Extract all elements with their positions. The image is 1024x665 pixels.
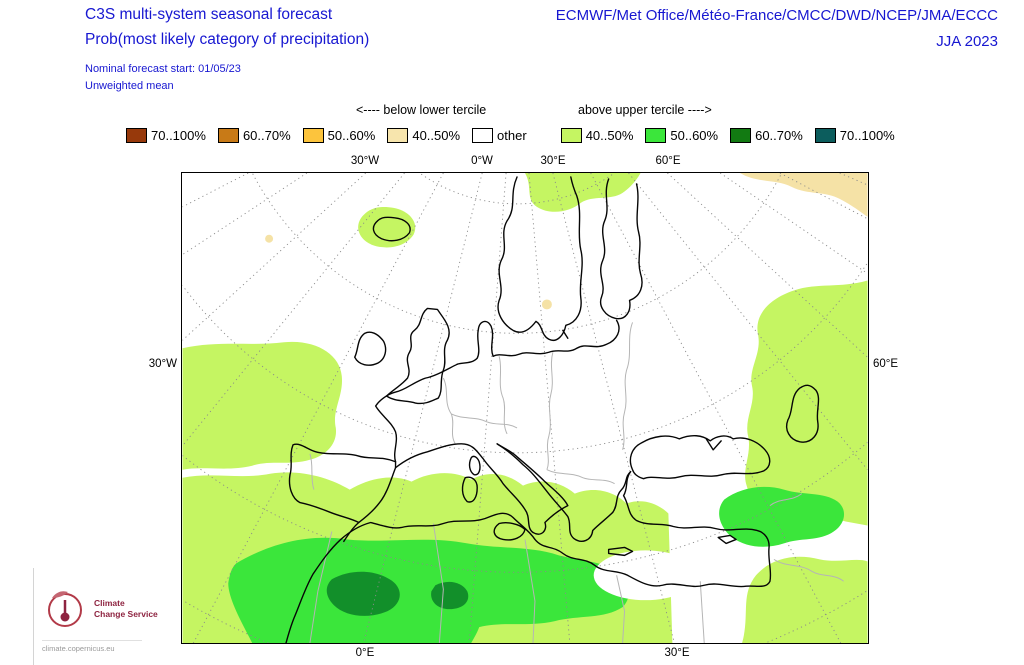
coast-corsica — [468, 455, 481, 476]
legend-swatch-above-40-50 — [560, 128, 582, 143]
legend-label: 40..50% — [412, 128, 461, 143]
region-dark-green-sahara-east — [431, 581, 469, 610]
legend-label: 50..60% — [327, 128, 376, 143]
region-bright-green-middle-east — [719, 486, 845, 547]
legend-label: 40..50% — [585, 128, 634, 143]
org-name: Climate Change Service — [94, 598, 158, 620]
org-name-line1: Climate — [94, 597, 125, 608]
forecast-start-label: Nominal forecast start: 01/05/23 — [85, 63, 241, 75]
region-dark-green-sahara-west — [326, 571, 400, 616]
coast-italy — [496, 443, 569, 535]
legend-item: 60..70% — [730, 128, 803, 143]
coastlines — [285, 176, 820, 643]
coast-med-north — [394, 443, 534, 534]
forecast-centers-label: ECMWF/Met Office/Météo-France/CMCC/DWD/N… — [555, 7, 998, 24]
coast-morocco-atlantic — [343, 521, 360, 543]
region-tan-speck-west — [265, 234, 274, 243]
forecast-map — [181, 172, 869, 644]
copernicus-url-link[interactable]: climate.copernicus.eu — [42, 640, 142, 653]
coast-great-britain — [385, 307, 450, 405]
page-title-line2: Prob(most likely category of precipitati… — [85, 31, 370, 48]
legend-swatch-below-50-60 — [302, 128, 324, 143]
legend-swatch-below-60-70 — [217, 128, 239, 143]
coast-aegean — [611, 471, 632, 514]
coast-iceland — [372, 216, 411, 242]
mean-type-label: Unweighted mean — [85, 80, 174, 92]
legend-swatch-above-70-100 — [814, 128, 836, 143]
legend-below-tercile-header: <---- below lower tercile — [356, 103, 487, 117]
legend-label: 70..100% — [839, 128, 895, 143]
legend-label: 50..60% — [670, 128, 719, 143]
legend-item: 40..50% — [560, 128, 634, 143]
legend-item: 40..50% — [387, 128, 460, 143]
coast-northsea-biscay — [374, 363, 458, 463]
copernicus-c3s-logo-icon — [48, 591, 82, 627]
coast-baltic — [492, 319, 620, 357]
legend-swatch-above-50-60 — [645, 128, 667, 143]
coast-turkey-levant-africa — [285, 471, 772, 643]
map-label-top-60e: 60°E — [655, 155, 681, 167]
legend-label: other — [497, 128, 527, 143]
region-tan-northeast — [740, 173, 868, 217]
coast-adriatic-greece — [496, 443, 614, 542]
legend-label: 60..70% — [242, 128, 291, 143]
coast-caspian — [785, 384, 820, 443]
coast-crete — [607, 546, 634, 557]
coast-gotland — [562, 329, 569, 339]
graticule — [182, 173, 868, 643]
probability-regions — [182, 173, 868, 643]
legend-item: 70..100% — [126, 128, 206, 143]
country-borders — [309, 322, 844, 643]
org-name-line2: Change Service — [94, 609, 158, 619]
region-tan-gulf-of-finland — [541, 299, 552, 310]
coast-sardinia — [461, 476, 478, 503]
legend-item: 60..70% — [217, 128, 291, 143]
region-white-egypt — [593, 550, 698, 601]
coast-finland — [599, 178, 643, 320]
region-light-green-southeast — [742, 556, 868, 643]
coast-ireland — [354, 331, 387, 366]
coast-scandinavia — [497, 176, 583, 341]
page-edge-line — [33, 568, 34, 665]
region-light-green-atlantic — [182, 341, 342, 470]
page-title-line1: C3S multi-system seasonal forecast — [85, 6, 333, 23]
map-label-top-0w: 0°W — [471, 155, 493, 167]
map-label-right-60e: 60°E — [873, 358, 899, 370]
map-label-left-30w: 30°W — [148, 358, 177, 370]
legend-item: 70..100% — [814, 128, 895, 143]
map-label-bottom-30e: 30°E — [664, 647, 690, 659]
coast-denmark — [456, 320, 494, 365]
legend-swatch-other — [472, 128, 494, 143]
region-light-green-east — [745, 280, 868, 526]
legend-above-tercile-header: above upper tercile ----> — [578, 103, 712, 117]
legend-item: other — [472, 128, 527, 143]
forecast-map-svg — [182, 173, 868, 643]
footer-branding: Climate Change Service climate.copernicu… — [42, 586, 158, 653]
map-label-top-30e: 30°E — [540, 155, 566, 167]
region-light-green-scandinavia — [525, 173, 641, 212]
coast-iberia — [288, 443, 397, 524]
coast-black-sea — [629, 435, 771, 480]
coast-cyprus — [717, 534, 737, 545]
legend-label: 60..70% — [755, 128, 803, 143]
legend-swatch-below-40-50 — [387, 128, 409, 143]
map-label-bottom-0e: 0°E — [355, 647, 375, 659]
legend: 70..100% 60..70% 50..60% 40..50% other 4… — [126, 128, 907, 143]
coast-sicily — [493, 522, 526, 541]
legend-item: 50..60% — [302, 128, 376, 143]
legend-item: 50..60% — [645, 128, 718, 143]
legend-label: 70..100% — [151, 128, 206, 143]
region-light-green-iceland — [358, 206, 416, 248]
map-label-top-30w: 30°W — [350, 155, 380, 167]
coast-crimea — [705, 438, 722, 451]
legend-swatch-above-60-70 — [730, 128, 752, 143]
forecast-period-label: JJA 2023 — [936, 33, 998, 50]
legend-swatch-below-70-100 — [126, 128, 147, 143]
